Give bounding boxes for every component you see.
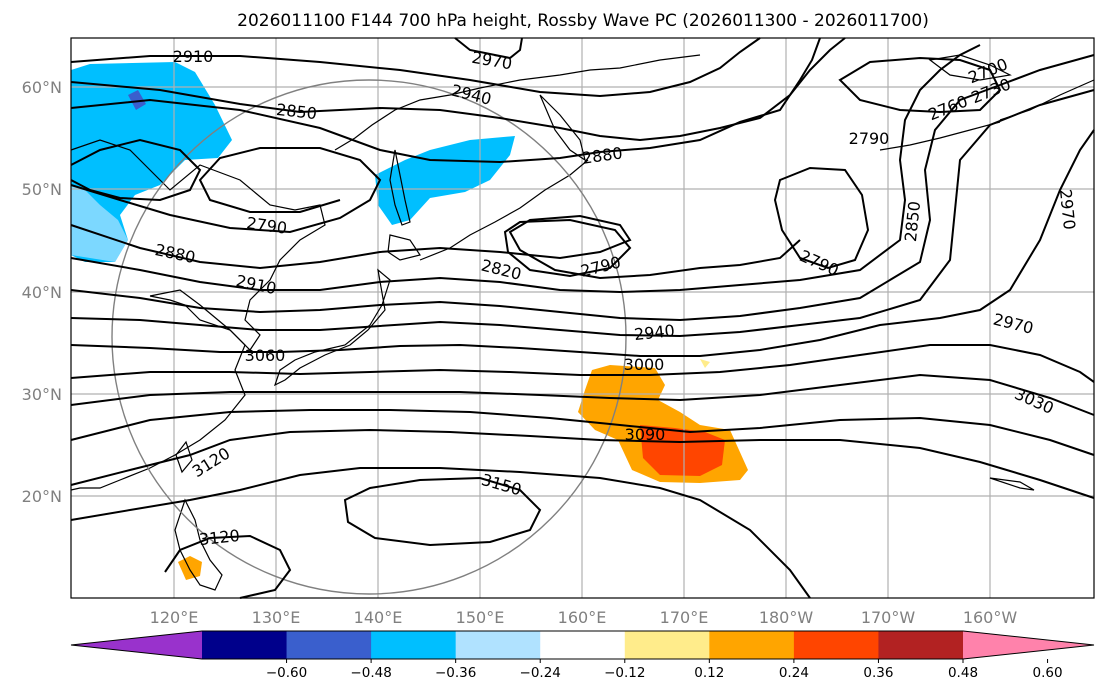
contour-label: 2970 (1056, 188, 1079, 230)
colorbar-tick-label: 0.36 (863, 665, 893, 681)
colorbar-swatch (624, 631, 710, 659)
contour-label: 3090 (625, 425, 666, 444)
positive-anomaly-edge (700, 359, 710, 368)
colorbar-swatch (202, 631, 288, 659)
colorbar-tick-label: 0.48 (948, 665, 978, 681)
lat-label: 60°N (22, 78, 62, 97)
colorbar-swatch (793, 631, 879, 659)
colorbar-extend-high (963, 631, 1094, 659)
colorbar-outline (70, 630, 1095, 660)
colorbar-swatch (371, 631, 457, 659)
contour-label: 2850 (901, 200, 924, 242)
positive-anomaly-core (640, 425, 725, 476)
contour-label: 3120 (198, 526, 240, 549)
coastlines (70, 54, 1095, 591)
colorbar-tick-label: −0.36 (435, 665, 476, 681)
colorbar: −0.60 −0.48 −0.36 −0.24 −0.12 0.12 0.24 0.36 0.4… (70, 630, 1095, 681)
lon-label: 120°E (150, 608, 199, 627)
colorbar-tick-label: 0.60 (1033, 665, 1063, 681)
lat-label: 40°N (22, 283, 62, 302)
colorbar-extend-low (71, 631, 202, 659)
colorbar-tick-label: −0.12 (604, 665, 645, 681)
colorbar-tick-label: −0.48 (350, 665, 391, 681)
colorbar-tick-label: 0.12 (694, 665, 724, 681)
contour-label: 2910 (173, 47, 214, 66)
colorbar-tick-label: 0.24 (779, 665, 809, 681)
contour-label: 2940 (633, 321, 675, 344)
contour-label: 3000 (624, 355, 665, 374)
lat-label: 20°N (22, 487, 62, 506)
reference-circle (111, 79, 627, 595)
contour-label: 2790 (849, 129, 890, 148)
lon-label: 130°E (252, 608, 301, 627)
colorbar-swatch (878, 631, 964, 659)
lat-label: 50°N (22, 180, 62, 199)
lon-label: 160°W (963, 608, 1018, 627)
lon-label: 160°E (558, 608, 607, 627)
positive-anomaly-philippines (178, 556, 202, 580)
lon-label: 180°W (759, 608, 814, 627)
height-contours (70, 37, 1095, 599)
lon-label: 170°E (660, 608, 709, 627)
colorbar-swatch (540, 631, 626, 659)
figure-title: 2026011100 F144 700 hPa height, Rossby W… (237, 11, 929, 31)
negative-anomaly-dark-spot (128, 90, 146, 110)
lon-label: 140°E (354, 608, 403, 627)
colorbar-tick-label: −0.24 (520, 665, 561, 681)
longitude-labels: 120°E 130°E 140°E 150°E 160°E 170°E 180°… (150, 608, 1018, 627)
colorbar-swatch (709, 631, 795, 659)
contour-label: 2850 (275, 100, 317, 123)
colorbar-tick-label: −0.60 (266, 665, 307, 681)
lat-label: 30°N (22, 385, 62, 404)
colorbar-swatch (286, 631, 372, 659)
lon-label: 150°E (456, 608, 505, 627)
negative-anomaly-northwest-light (71, 185, 128, 262)
lon-label: 170°W (861, 608, 916, 627)
negative-anomaly-northwest (71, 62, 232, 262)
contour-label: 3060 (245, 346, 286, 365)
latitude-labels: 60°N 50°N 40°N 30°N 20°N (22, 78, 62, 506)
colorbar-swatch (455, 631, 541, 659)
map-frame (70, 37, 1095, 599)
map-panel: 2910 2970 2940 2850 2880 2790 2880 2910 … (70, 37, 1095, 599)
